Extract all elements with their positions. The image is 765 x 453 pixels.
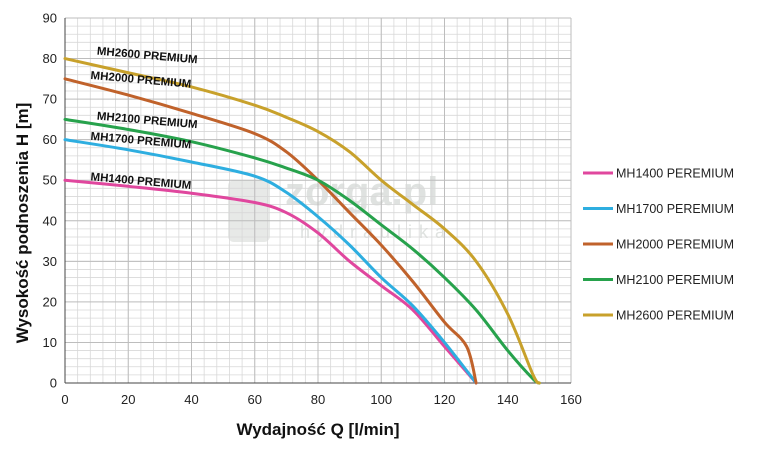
y-tick-label: 10 — [43, 335, 57, 350]
x-tick-label: 60 — [248, 392, 262, 407]
y-axis-title: Wysokość podnoszenia H [m] — [13, 103, 32, 344]
watermark: zorga.pl hydraulika — [228, 170, 445, 242]
x-tick-label: 100 — [370, 392, 392, 407]
legend-label: MH2000 PEREMIUM — [616, 238, 734, 252]
x-tick-label: 40 — [184, 392, 198, 407]
curve-label-mh2600: MH2600 PREMIUM — [96, 46, 198, 67]
grid — [64, 17, 572, 384]
x-tick-label: 120 — [434, 392, 456, 407]
x-tick-label: 160 — [560, 392, 582, 407]
x-tick-label: 80 — [311, 392, 325, 407]
y-tick-label: 50 — [43, 173, 57, 188]
y-tick-label: 70 — [43, 92, 57, 107]
axes: 0 20 40 60 80 100 120 140 160 0 10 20 30 40 50 60 70 80 90 — [43, 11, 582, 408]
y-tick-label: 40 — [43, 213, 57, 228]
curve-mh1700 — [63, 138, 478, 385]
y-tick-label: 0 — [50, 376, 57, 391]
y-tick-label: 20 — [43, 294, 57, 309]
y-tick-label: 90 — [43, 11, 57, 26]
curve-mh2100 — [63, 117, 541, 385]
legend: MH1400 PEREMIUM MH1700 PEREMIUM MH2000 PER… — [583, 167, 734, 323]
curve-mh2000 — [63, 77, 478, 385]
y-tick-label: 60 — [43, 132, 57, 147]
legend-label: MH2100 PEREMIUM — [616, 273, 734, 287]
legend-label: MH2600 PEREMIUM — [616, 309, 734, 323]
y-tick-label: 80 — [43, 51, 57, 66]
watermark-logo-icon — [228, 180, 270, 242]
legend-label: MH1400 PEREMIUM — [616, 167, 734, 181]
curve-mh2600 — [63, 57, 541, 385]
x-tick-label: 140 — [497, 392, 519, 407]
x-tick-label: 0 — [61, 392, 68, 407]
curves — [63, 57, 541, 385]
x-tick-label: 20 — [121, 392, 135, 407]
y-tick-label: 30 — [43, 254, 57, 269]
curve-mh1400 — [63, 178, 478, 385]
legend-label: MH1700 PEREMIUM — [616, 202, 734, 216]
x-axis-title: Wydajność Q [l/min] — [236, 420, 399, 439]
